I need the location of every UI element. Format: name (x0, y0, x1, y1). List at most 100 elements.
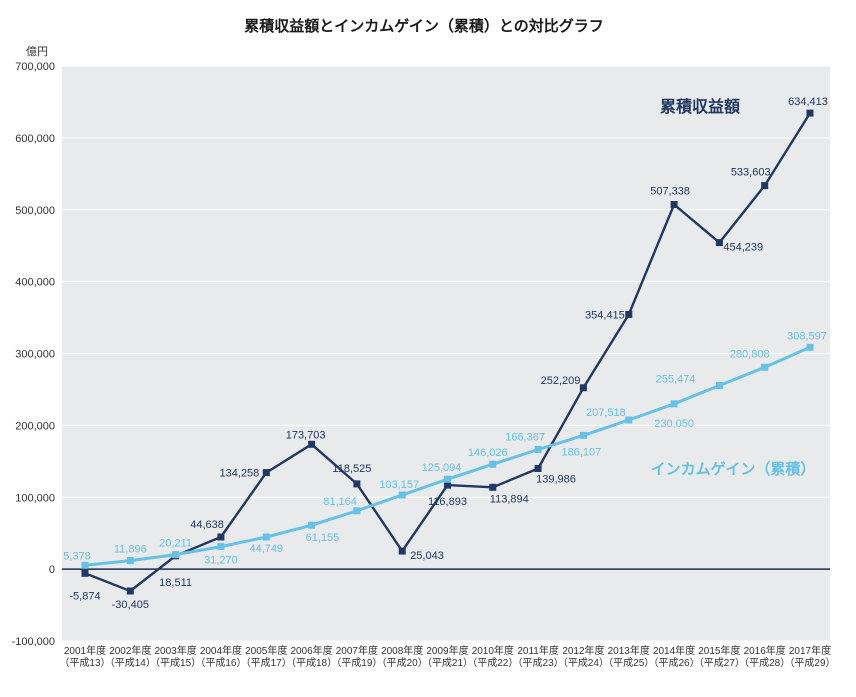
data-point-label: 354,415 (585, 309, 625, 321)
data-point-marker (353, 507, 361, 515)
data-point-marker (761, 182, 769, 190)
x-axis-tick-era: （平成25） (603, 657, 654, 669)
data-point-label: -5,874 (69, 590, 100, 602)
x-axis-tick-era: （平成18） (286, 657, 337, 669)
data-point-label: 5,378 (63, 550, 91, 562)
data-point-marker (579, 384, 587, 392)
data-point-label: 186,107 (562, 446, 602, 458)
x-axis-tick-year: 2017年度 (789, 644, 831, 657)
y-axis-tick-label: 700,000 (15, 61, 55, 73)
x-axis-tick-year: 2005年度 (245, 644, 287, 657)
data-point-marker (126, 587, 134, 595)
data-point-label: 11,896 (114, 544, 147, 556)
data-label-layer: -5,874 -30,405 18,511 44,638 134,258 173,703 1… (63, 96, 828, 611)
data-point-marker (353, 480, 361, 488)
x-axis-tick-year: 2016年度 (744, 644, 786, 657)
x-axis-tick-era: （平成14） (105, 657, 156, 669)
data-point-label: 113,894 (490, 493, 529, 505)
x-axis-tick-year: 2008年度 (381, 644, 423, 657)
data-point-label: 166,367 (505, 432, 545, 444)
x-axis-tick-year: 2003年度 (155, 644, 197, 657)
data-point-marker (670, 400, 678, 408)
data-point-label: 134,258 (220, 468, 260, 480)
x-axis-tick-year: 2014年度 (653, 644, 695, 657)
series-annotation-cumulative-revenue: 累積収益額 (660, 97, 740, 116)
data-point-label: 507,338 (650, 186, 690, 198)
data-point-label: 44,749 (249, 543, 283, 555)
data-point-marker (172, 551, 180, 559)
data-point-marker (444, 481, 451, 489)
data-point-marker (262, 533, 270, 541)
grid-layer (62, 65, 830, 642)
data-point-label: 533,603 (731, 167, 771, 179)
x-axis-tick-era: （平成26） (649, 657, 700, 669)
x-axis-tick-year: 2001年度 (64, 644, 106, 657)
data-point-marker (625, 310, 633, 318)
y-axis-tick-label: 600,000 (15, 133, 55, 145)
data-point-label: 252,209 (541, 375, 581, 387)
x-axis-tick-era: （平成23） (513, 657, 564, 669)
data-point-marker (579, 431, 587, 439)
data-point-label: 116,893 (428, 496, 467, 508)
x-axis-tick-year: 2015年度 (698, 644, 740, 657)
data-point-label: 146,026 (468, 447, 508, 459)
x-axis-tick-year: 2006年度 (290, 644, 332, 657)
y-axis-tick-label: 300,000 (15, 349, 55, 361)
x-axis-tick-year: 2013年度 (608, 644, 650, 657)
data-point-label: 31,270 (204, 555, 238, 567)
data-point-label: 81,164 (323, 496, 357, 508)
data-point-label: 173,703 (286, 429, 326, 441)
data-point-label: 18,511 (159, 577, 192, 589)
data-point-marker (761, 363, 769, 371)
x-axis-tick-era: （平成21） (422, 657, 473, 669)
data-point-marker (534, 465, 542, 472)
x-axis-tick-year: 2004年度 (200, 644, 242, 657)
data-point-marker (217, 543, 225, 551)
x-axis-tick-year: 2007年度 (336, 644, 378, 657)
data-point-marker (489, 460, 497, 468)
data-point-label: -30,405 (112, 599, 149, 611)
data-point-label: 61,155 (306, 532, 340, 544)
data-point-marker (308, 521, 316, 529)
chart-title: 累積収益額とインカムゲイン（累積）との対比グラフ (244, 17, 604, 35)
x-axis-tick-year: 2011年度 (517, 644, 559, 657)
data-point-marker (489, 483, 497, 491)
data-point-label: 20,211 (159, 538, 192, 550)
x-axis-tick-era: （平成16） (195, 657, 246, 669)
data-point-label: 125,094 (422, 462, 462, 474)
data-point-marker (444, 475, 451, 483)
x-axis-tick-year: 2002年度 (109, 644, 151, 657)
x-axis-tick-year: 2012年度 (562, 644, 604, 657)
data-point-label: 44,638 (190, 519, 224, 531)
x-axis-tick-era: （平成17） (241, 657, 292, 669)
data-point-label: 255,474 (656, 374, 696, 386)
data-point-marker (126, 557, 134, 565)
x-axis-tick-era: （平成24） (558, 657, 609, 669)
y-axis-tick-label: -100,000 (12, 636, 55, 648)
data-point-label: 118,525 (332, 463, 371, 475)
data-point-marker (715, 239, 723, 247)
series-annotation-income-gain: インカムゲイン（累積） (651, 460, 816, 478)
y-axis-tick-label: 0 (49, 564, 55, 576)
data-point-marker (625, 416, 633, 424)
x-axis-tick-era: （平成20） (377, 657, 428, 669)
x-axis-tick-year: 2009年度 (426, 644, 468, 657)
data-point-marker (715, 382, 723, 389)
data-point-label: 634,413 (788, 96, 828, 108)
data-point-marker (262, 469, 270, 477)
data-point-label: 280,808 (730, 348, 770, 360)
x-axis-tick-era: （平成15） (150, 657, 201, 669)
data-point-marker (217, 533, 225, 541)
data-point-marker (398, 547, 406, 555)
y-axis-tick-label: 200,000 (15, 420, 55, 432)
x-axis-tick-era: （平成29） (784, 657, 835, 669)
data-point-marker (806, 109, 814, 117)
axis-tick-layer: -100,000 0 100,000 200,000 300,000 400,000 500… (12, 61, 836, 669)
data-point-label: 454,239 (723, 242, 763, 254)
data-point-marker (670, 201, 678, 208)
x-axis-tick-year: 2010年度 (472, 644, 514, 657)
data-point-label: 139,986 (536, 474, 576, 486)
x-axis-tick-era: （平成28） (739, 657, 790, 669)
x-axis-tick-era: （平成19） (331, 657, 382, 669)
